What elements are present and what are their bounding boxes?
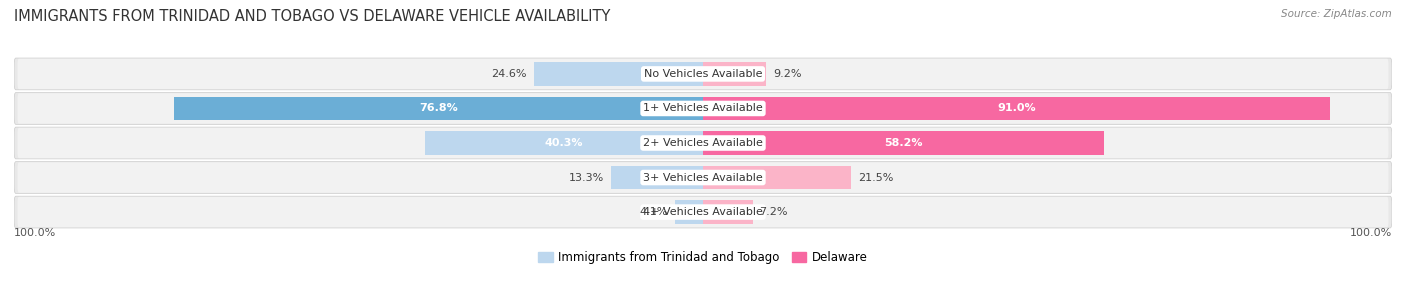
FancyBboxPatch shape	[17, 162, 1389, 193]
Bar	[612, 166, 703, 189]
Bar	[703, 166, 851, 189]
Text: Source: ZipAtlas.com: Source: ZipAtlas.com	[1281, 9, 1392, 19]
Bar	[703, 97, 1330, 120]
FancyBboxPatch shape	[14, 162, 1392, 193]
FancyBboxPatch shape	[14, 196, 1392, 228]
Text: 21.5%: 21.5%	[858, 172, 893, 182]
Bar	[703, 62, 766, 86]
FancyBboxPatch shape	[14, 127, 1392, 159]
Text: 58.2%: 58.2%	[884, 138, 922, 148]
Bar	[703, 200, 752, 224]
Text: 100.0%: 100.0%	[1350, 229, 1392, 239]
Text: 4+ Vehicles Available: 4+ Vehicles Available	[643, 207, 763, 217]
Text: 100.0%: 100.0%	[14, 229, 56, 239]
FancyBboxPatch shape	[14, 58, 1392, 90]
Text: No Vehicles Available: No Vehicles Available	[644, 69, 762, 79]
FancyBboxPatch shape	[17, 128, 1389, 158]
FancyBboxPatch shape	[14, 93, 1392, 124]
Bar	[675, 200, 703, 224]
Text: 7.2%: 7.2%	[759, 207, 787, 217]
Text: 4.1%: 4.1%	[640, 207, 668, 217]
Bar	[703, 131, 1104, 155]
Bar	[174, 97, 703, 120]
Text: IMMIGRANTS FROM TRINIDAD AND TOBAGO VS DELAWARE VEHICLE AVAILABILITY: IMMIGRANTS FROM TRINIDAD AND TOBAGO VS D…	[14, 9, 610, 23]
FancyBboxPatch shape	[17, 197, 1389, 227]
Text: 91.0%: 91.0%	[997, 104, 1036, 114]
Text: 3+ Vehicles Available: 3+ Vehicles Available	[643, 172, 763, 182]
Bar	[533, 62, 703, 86]
Text: 40.3%: 40.3%	[546, 138, 583, 148]
Bar	[426, 131, 703, 155]
FancyBboxPatch shape	[17, 59, 1389, 89]
Text: 1+ Vehicles Available: 1+ Vehicles Available	[643, 104, 763, 114]
FancyBboxPatch shape	[17, 93, 1389, 124]
Text: 24.6%: 24.6%	[491, 69, 527, 79]
Text: 9.2%: 9.2%	[773, 69, 801, 79]
Legend: Immigrants from Trinidad and Tobago, Delaware: Immigrants from Trinidad and Tobago, Del…	[534, 247, 872, 269]
Text: 2+ Vehicles Available: 2+ Vehicles Available	[643, 138, 763, 148]
Text: 13.3%: 13.3%	[569, 172, 605, 182]
Text: 76.8%: 76.8%	[419, 104, 458, 114]
